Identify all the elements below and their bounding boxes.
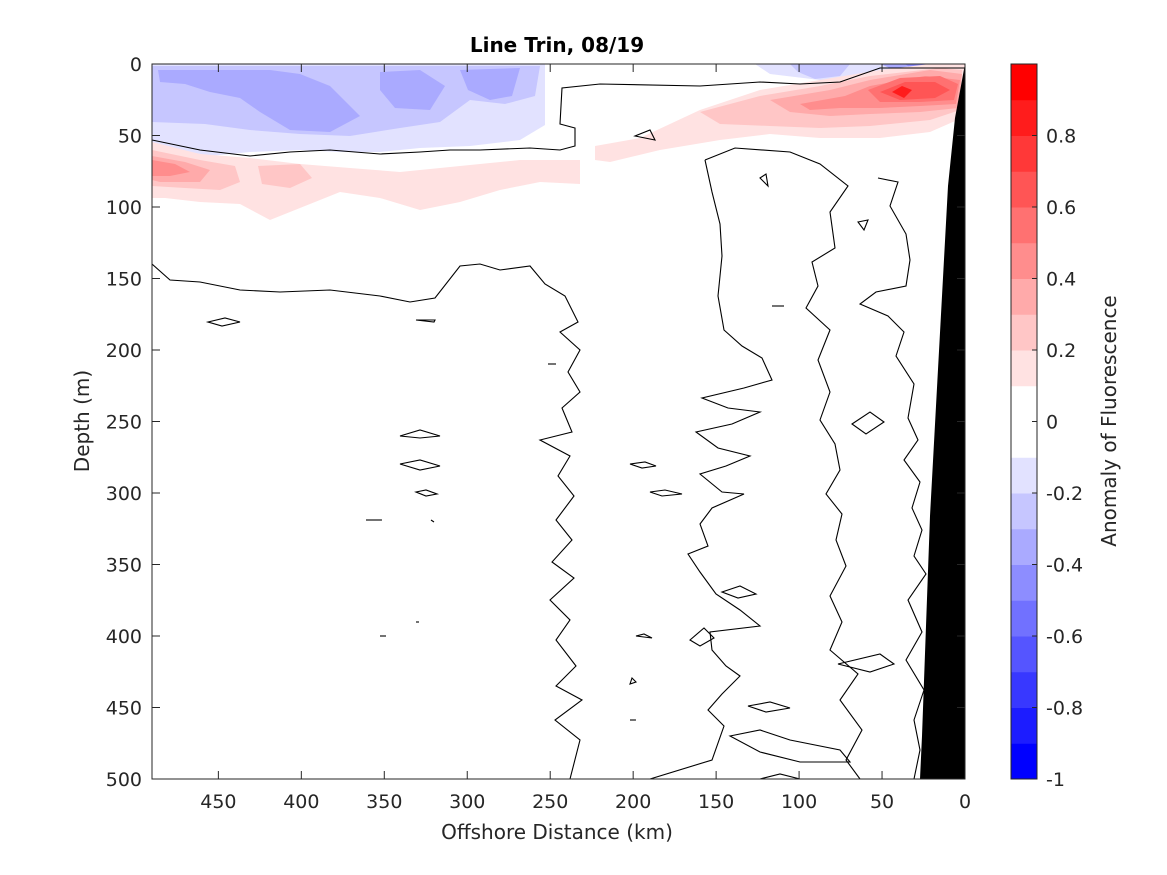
y-tick-label: 200 <box>106 340 142 362</box>
colorbar-swatch <box>1011 457 1037 494</box>
colorbar-tick-label: 0.4 <box>1046 269 1076 291</box>
colorbar-swatch <box>1011 99 1037 136</box>
x-tick-label: 400 <box>283 791 319 813</box>
contour-line <box>635 633 653 639</box>
contour-line <box>414 489 440 497</box>
contour-line <box>649 159 773 779</box>
contour-line <box>629 461 657 469</box>
contour-line <box>747 701 791 713</box>
colorbar-swatch <box>1011 600 1037 637</box>
negative-anomaly-region <box>380 70 445 110</box>
x-tick-label: 150 <box>698 791 734 813</box>
contour-line <box>629 676 638 685</box>
colorbar-swatch <box>1011 636 1037 673</box>
colorbar-swatch <box>1011 707 1037 744</box>
colorbar-swatch <box>1011 743 1037 780</box>
x-tick-label: 200 <box>615 791 651 813</box>
contour-line <box>759 773 801 779</box>
colorbar-swatch <box>1011 350 1037 387</box>
x-tick-label: 450 <box>200 791 236 813</box>
contour-line <box>430 519 435 523</box>
y-tick-label: 0 <box>130 54 142 76</box>
positive-anomaly-region <box>258 164 312 188</box>
contour-line <box>857 219 869 232</box>
y-axis-ticks: 0 50 100 150 200 250 300 350 400 450 500 <box>106 54 965 791</box>
colorbar-tick-label: 0.6 <box>1046 197 1076 219</box>
colorbar-swatch <box>1011 493 1037 530</box>
y-tick-label: 150 <box>106 269 142 291</box>
contour-line <box>728 729 852 763</box>
colorbar-swatch <box>1011 207 1037 244</box>
colorbar-tick-label: 0 <box>1046 412 1058 434</box>
contour-line <box>152 67 965 157</box>
positive-anomaly-region <box>892 86 912 98</box>
x-tick-label: 300 <box>449 791 485 813</box>
contour-line <box>851 411 885 435</box>
colorbar-tick-label: 0.8 <box>1046 126 1076 148</box>
colorbar-tick-label: -0.2 <box>1046 483 1083 505</box>
contour-lines <box>152 67 965 779</box>
contour-line <box>837 653 896 673</box>
contour-line <box>415 319 436 323</box>
contour-line <box>152 263 584 779</box>
contour-line <box>720 585 758 599</box>
contour-line <box>633 129 656 141</box>
contour-line <box>399 429 441 439</box>
colorbar-tick-label: -0.4 <box>1046 555 1083 577</box>
colorbar-tick-label: -0.6 <box>1046 626 1083 648</box>
x-tick-label: 0 <box>959 791 971 813</box>
x-axis-label: Offshore Distance (km) <box>441 820 673 844</box>
positive-anomaly-region <box>152 160 190 176</box>
colorbar-tick-label: 0.2 <box>1046 340 1076 362</box>
colorbar-swatch <box>1011 671 1037 708</box>
y-tick-label: 500 <box>106 769 142 791</box>
y-tick-label: 450 <box>106 698 142 720</box>
colorbar-swatch <box>1011 135 1037 172</box>
contour-line <box>858 177 927 779</box>
x-tick-label: 100 <box>781 791 817 813</box>
contour-line <box>649 489 683 497</box>
colorbar-swatch <box>1011 314 1037 351</box>
colorbar-tick-label: -0.8 <box>1046 698 1083 720</box>
positive-anomaly-region <box>880 82 950 100</box>
colorbar: 0.8 0.6 0.4 0.2 0 -0.2 -0.4 -0.6 -0.8 -1 <box>1010 63 1083 791</box>
colorbar-swatch <box>1011 171 1037 208</box>
colorbar-swatch <box>1011 242 1037 279</box>
colorbar-swatch <box>1011 278 1037 315</box>
y-tick-label: 300 <box>106 483 142 505</box>
y-tick-label: 50 <box>118 126 142 148</box>
y-tick-label: 400 <box>106 626 142 648</box>
negative-anomaly-region <box>460 68 520 100</box>
bottom-mask <box>920 64 965 779</box>
y-tick-label: 350 <box>106 555 142 577</box>
positive-anomaly-region <box>152 142 580 220</box>
x-tick-label: 350 <box>366 791 402 813</box>
contour-line <box>689 627 715 647</box>
x-tick-label: 50 <box>870 791 894 813</box>
colorbar-ticks: 0.8 0.6 0.4 0.2 0 -0.2 -0.4 -0.6 -0.8 -1 <box>1032 126 1083 791</box>
negative-anomaly-region <box>790 64 850 79</box>
contour-line <box>759 173 769 188</box>
contour-line <box>399 459 441 471</box>
plot-area: 450 400 350 300 250 200 150 100 50 0 050100150200… <box>106 54 971 813</box>
x-axis-ticks: 450 400 350 300 250 200 150 100 50 0 <box>200 64 971 813</box>
y-tick-label: 250 <box>106 412 142 434</box>
negative-anomaly-region <box>158 70 360 132</box>
colorbar-label: Anomaly of Fluorescence <box>1097 295 1121 546</box>
contour-line <box>704 147 863 779</box>
chart-title: Line Trin, 08/19 <box>470 33 644 57</box>
colorbar-swatch <box>1011 528 1037 565</box>
colorbar-tick-label: -1 <box>1046 769 1065 791</box>
y-tick-label: 100 <box>106 197 142 219</box>
x-tick-label: 250 <box>532 791 568 813</box>
colorbar-swatches <box>1011 63 1037 780</box>
contour-line <box>205 317 241 327</box>
anomaly-fields <box>152 64 965 779</box>
y-axis-label: Depth (m) <box>70 370 94 472</box>
colorbar-swatch <box>1011 64 1037 101</box>
colorbar-swatch <box>1011 564 1037 601</box>
